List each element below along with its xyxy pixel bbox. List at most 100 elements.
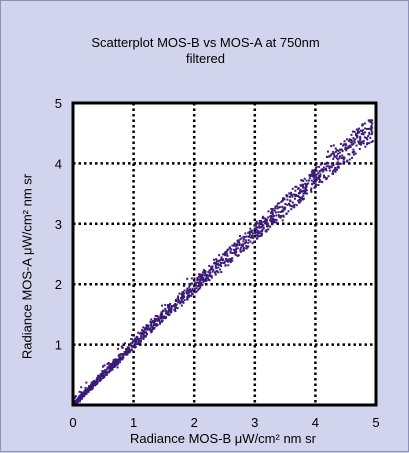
scatter-point	[310, 189, 313, 192]
scatter-point	[336, 161, 339, 164]
scatter-point	[297, 199, 300, 202]
scatter-point	[248, 233, 251, 236]
scatter-point	[271, 209, 274, 212]
chart-subtitle: filtered	[185, 51, 226, 66]
scatter-point	[243, 235, 246, 238]
scatter-point	[304, 191, 307, 194]
scatter-point	[180, 304, 183, 307]
scatter-point	[95, 378, 98, 381]
scatter-point	[169, 302, 172, 305]
scatter-point	[340, 148, 343, 151]
scatter-point	[209, 271, 212, 274]
scatter-point	[159, 322, 162, 325]
scatter-point	[123, 351, 126, 354]
scatter-point	[288, 192, 291, 195]
scatter-point	[174, 306, 177, 309]
scatter-point	[304, 189, 307, 192]
scatter-point	[232, 244, 235, 247]
scatter-point	[186, 298, 189, 301]
scatter-point	[256, 234, 259, 237]
scatter-point	[314, 167, 317, 170]
scatter-point	[196, 281, 199, 284]
scatter-point	[236, 254, 239, 257]
scatter-point	[231, 257, 234, 260]
scatter-point	[365, 143, 368, 146]
scatter-point	[118, 361, 121, 364]
scatter-point	[228, 246, 231, 249]
scatter-point	[102, 373, 105, 376]
scatter-point	[230, 258, 233, 261]
scatter-point	[330, 153, 333, 156]
scatter-point	[248, 234, 251, 237]
scatter-point	[186, 289, 189, 292]
scatter-point	[92, 383, 95, 386]
scatter-point	[145, 328, 148, 331]
scatter-point	[133, 346, 136, 349]
scatter-point	[256, 229, 259, 232]
scatter-point	[173, 304, 176, 307]
scatter-point	[262, 226, 265, 229]
scatter-point	[179, 302, 182, 305]
scatter-point	[267, 228, 270, 231]
scatter-point	[314, 183, 317, 186]
scatter-point	[318, 177, 321, 180]
scatter-point	[298, 198, 301, 201]
scatter-point	[364, 127, 367, 130]
scatter-point	[76, 400, 79, 403]
scatter-point	[200, 281, 203, 284]
scatter-point	[168, 307, 171, 310]
scatter-point	[157, 317, 160, 320]
scatter-point	[338, 156, 341, 159]
scatter-point	[104, 369, 107, 372]
scatter-point	[313, 182, 316, 185]
scatter-point	[168, 313, 171, 316]
scatter-point	[315, 166, 318, 169]
scatter-point	[134, 343, 137, 346]
scatter-point	[245, 244, 248, 247]
scatter-point	[183, 289, 186, 292]
scatter-point	[248, 230, 251, 233]
scatter-point	[190, 282, 193, 285]
scatter-point	[126, 353, 129, 356]
scatter-point	[220, 258, 223, 261]
scatter-point	[313, 178, 316, 181]
scatter-point	[161, 315, 164, 318]
grid	[73, 103, 376, 405]
scatter-point	[144, 331, 147, 334]
scatter-point	[191, 287, 194, 290]
scatter-point	[218, 254, 221, 257]
scatter-point	[176, 307, 179, 310]
scatter-point	[81, 397, 84, 400]
scatter-point	[231, 259, 234, 262]
scatter-point	[322, 170, 325, 173]
scatter-point	[180, 301, 183, 304]
scatter-point	[252, 236, 255, 239]
scatter-point	[239, 248, 242, 251]
scatter-point	[137, 340, 140, 343]
scatter-point	[78, 398, 81, 401]
scatter-point	[288, 195, 291, 198]
scatter-point	[177, 298, 180, 301]
scatter-point	[198, 287, 201, 290]
scatter-point	[154, 314, 157, 317]
scatter-point	[301, 183, 304, 186]
scatter-point	[201, 283, 204, 286]
scatter-point	[337, 158, 340, 161]
scatter-point	[234, 248, 237, 251]
scatter-point	[334, 155, 337, 158]
scatter-point	[198, 281, 201, 284]
scatter-point	[156, 315, 159, 318]
scatter-point	[116, 366, 119, 369]
scatter-point	[319, 163, 322, 166]
scatter-point	[180, 297, 183, 300]
scatter-point	[178, 292, 181, 295]
scatter-point	[341, 150, 344, 153]
scatter-point	[204, 280, 207, 283]
scatter-point	[127, 347, 130, 350]
scatter-point	[208, 273, 211, 276]
scatter-point	[286, 203, 289, 206]
scatter-point	[247, 239, 250, 242]
scatter-point	[299, 199, 302, 202]
scatter-point	[142, 333, 145, 336]
